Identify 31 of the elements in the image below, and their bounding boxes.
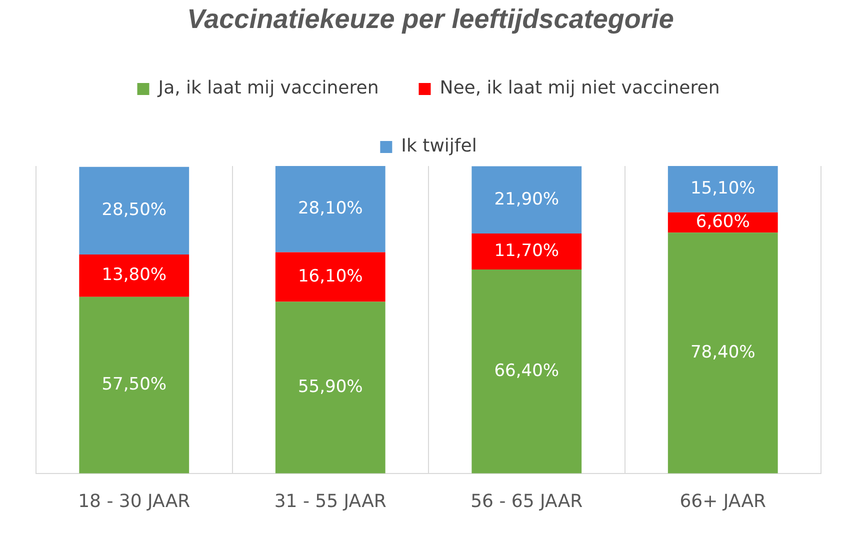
chart-title: Vaccinatiekeuze per leeftijdscategorie: [186, 4, 675, 36]
legend-label: Nee, ik laat mij niet vaccineren: [440, 78, 720, 99]
x-tick-label: 66+ JAAR: [680, 490, 766, 512]
x-tick-label: 18 - 30 JAAR: [78, 490, 190, 512]
bar: [472, 234, 582, 270]
data-label: 11,70%: [494, 240, 560, 261]
bar: [275, 166, 386, 252]
bar: [275, 252, 386, 302]
bar: [472, 269, 582, 474]
bar: [79, 254, 190, 297]
bar: [668, 166, 778, 212]
x-tick-label: 56 - 65 JAAR: [470, 490, 583, 512]
legend-label: Ik twijfel: [401, 136, 477, 157]
legend-label: Ja, ik laat mij vaccineren: [157, 78, 379, 99]
bar: [472, 166, 582, 234]
data-label: 13,80%: [102, 265, 167, 286]
data-label: 28,10%: [298, 198, 363, 219]
data-label: 16,10%: [298, 266, 363, 286]
bar: [79, 296, 190, 474]
data-label: 6,60%: [696, 212, 750, 232]
x-tick-label: 31 - 55 JAAR: [274, 490, 386, 512]
data-label: 66,40%: [494, 360, 560, 381]
bar: [668, 232, 778, 474]
bar: [79, 166, 190, 254]
data-label: 28,50%: [102, 200, 167, 220]
data-label: 15,10%: [690, 178, 756, 199]
data-label: 55,90%: [298, 376, 363, 397]
data-label: 21,90%: [494, 189, 560, 210]
data-label: 57,50%: [102, 374, 167, 395]
data-label: 78,40%: [690, 342, 756, 362]
bar: [275, 302, 386, 474]
